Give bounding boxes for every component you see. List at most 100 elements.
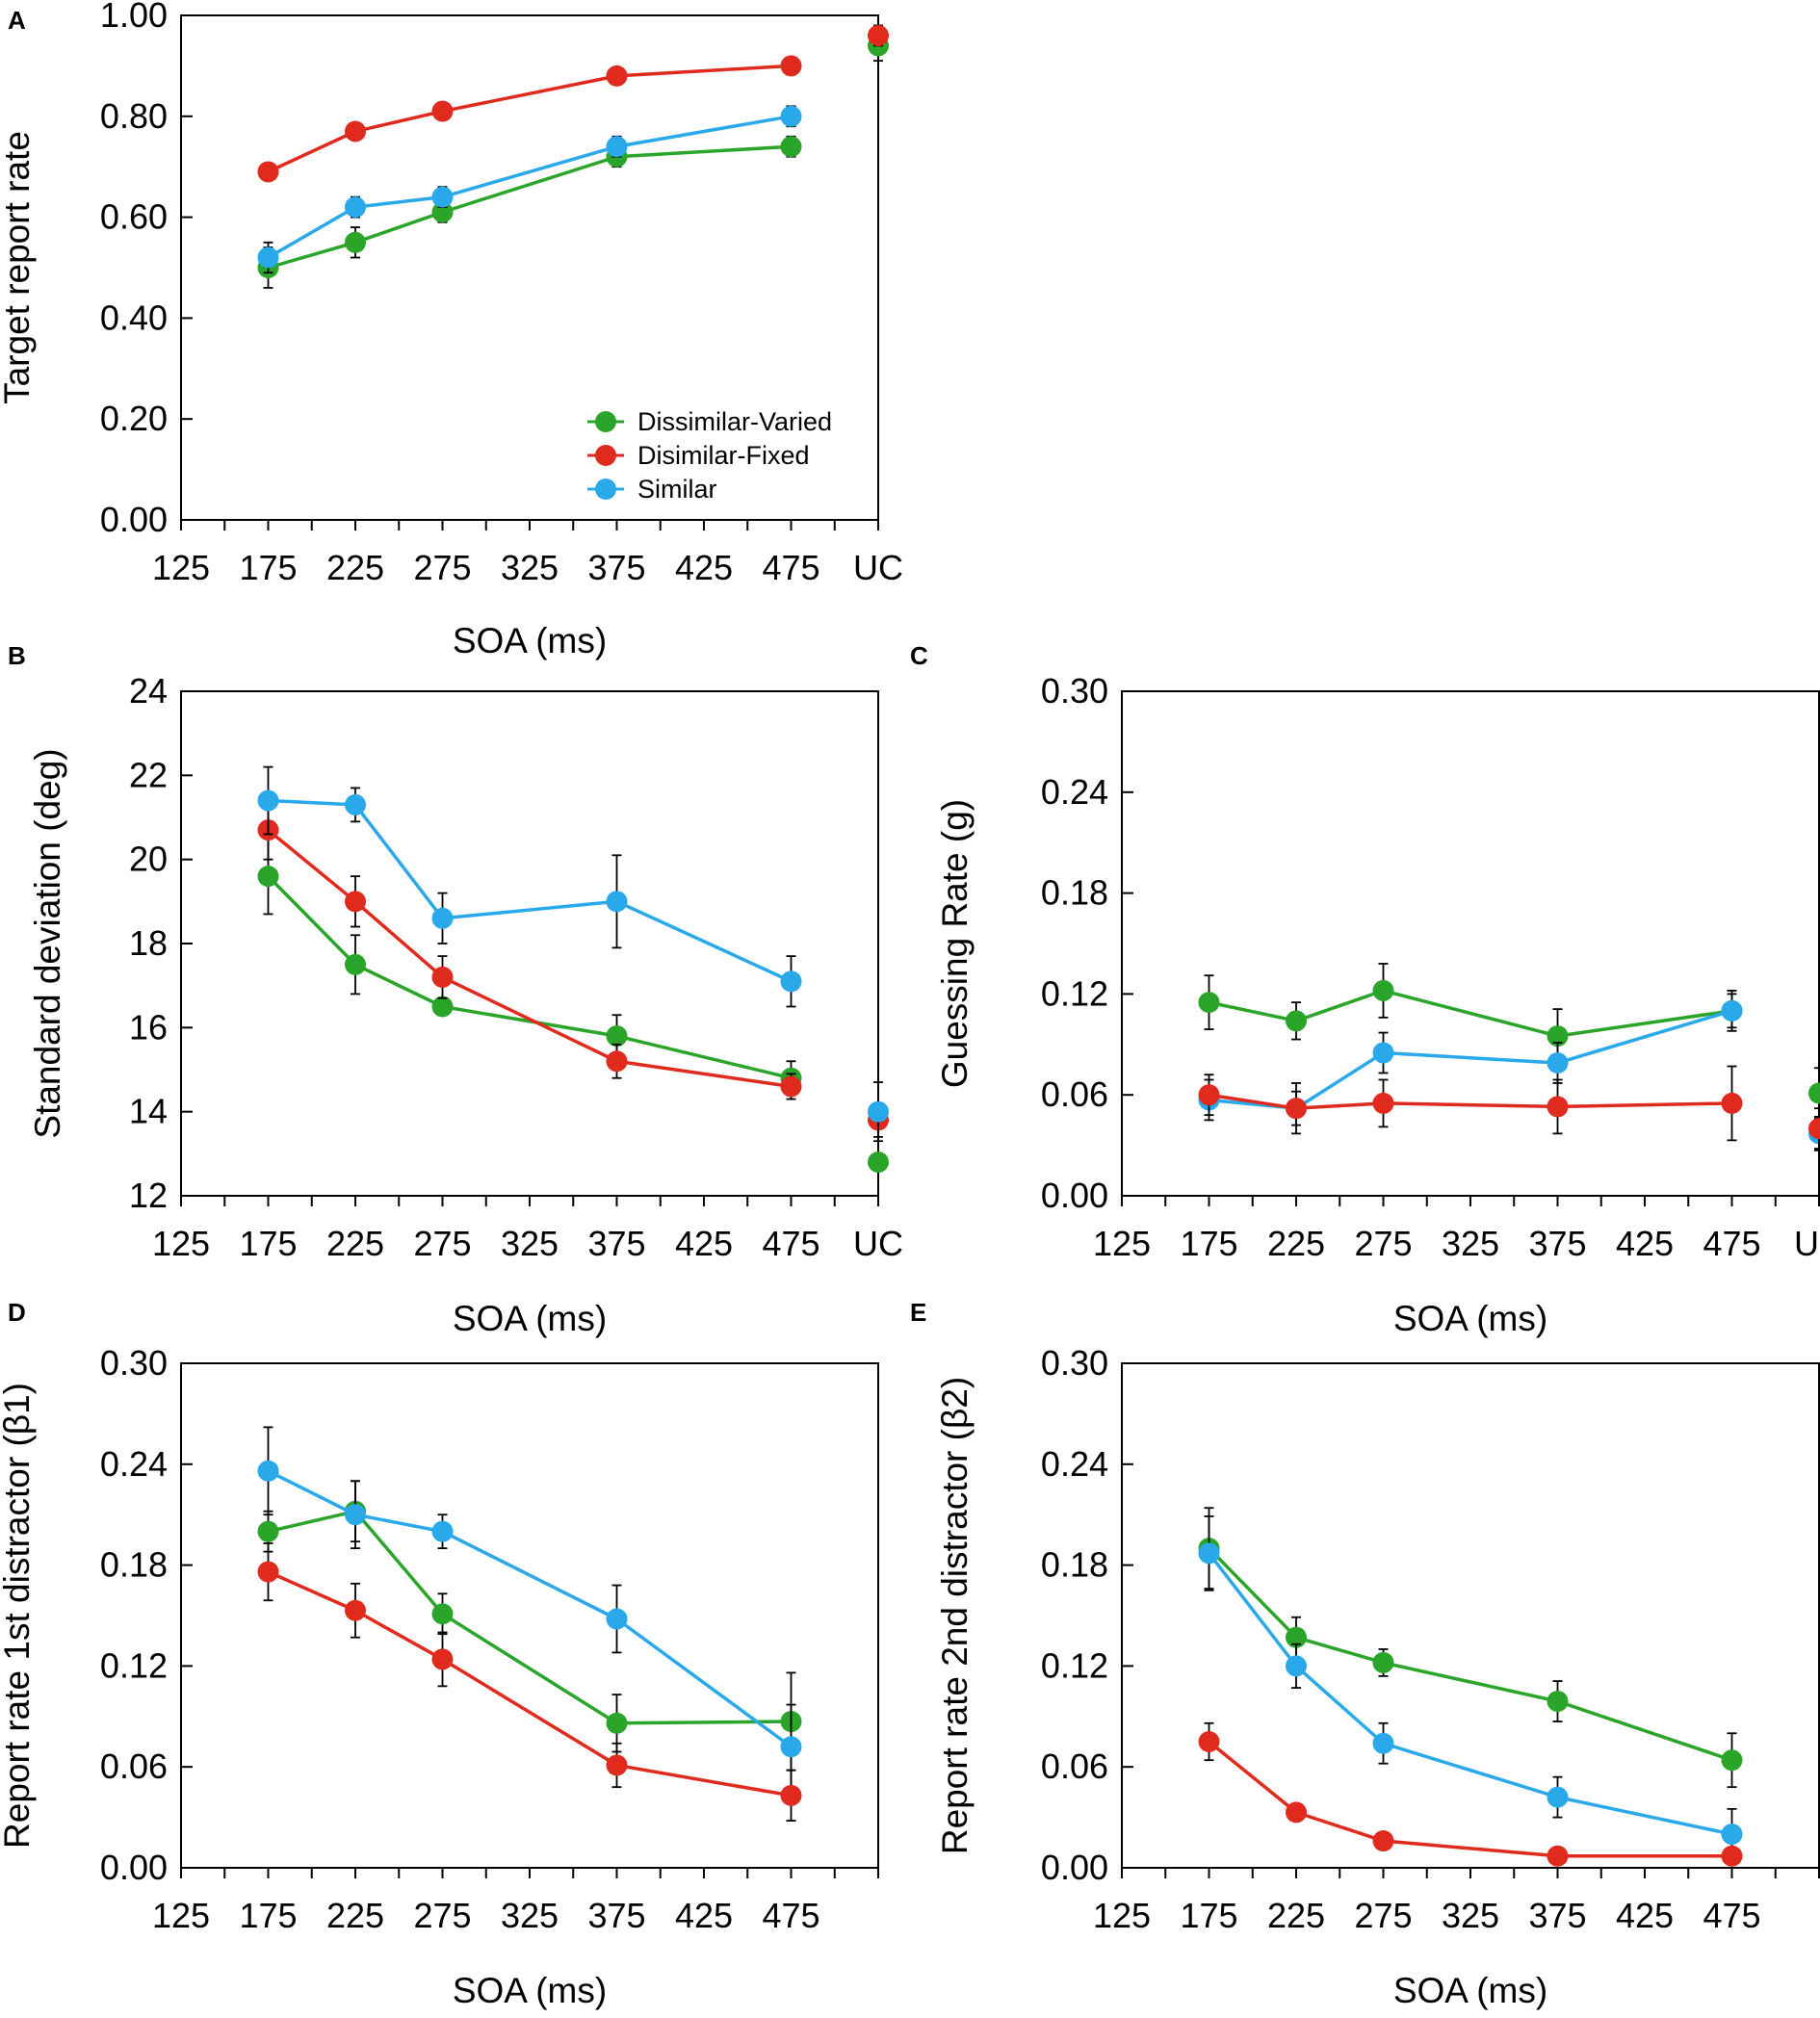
data-point-dissimilar-varied	[606, 1025, 628, 1048]
data-point-similar	[1721, 999, 1743, 1022]
data-point-similar	[1372, 1042, 1394, 1064]
x-tick-label-b: 225	[326, 1224, 384, 1263]
data-point-similar	[257, 789, 279, 812]
x-tick-label-c: 225	[1267, 1224, 1325, 1263]
data-point-disimilar-fixed	[780, 1784, 802, 1806]
data-point-disimilar-fixed	[1547, 1096, 1569, 1118]
x-tick-label-b: 125	[152, 1224, 210, 1263]
data-point-dissimilar-varied	[431, 996, 454, 1018]
series-line-dissimilar-varied	[268, 1509, 792, 1725]
y-tick-label-b: 22	[129, 755, 168, 794]
y-tick-label-a: 0.80	[100, 96, 168, 136]
x-tick-label-a: 225	[326, 548, 384, 587]
data-point-similar	[431, 1520, 454, 1542]
data-point-similar	[345, 793, 366, 815]
data-point-disimilar-fixed	[1286, 1098, 1307, 1120]
x-tick-label-d: 375	[587, 1896, 645, 1935]
x-tick-label-b: 275	[413, 1224, 471, 1263]
series-line-disimilar-fixed	[267, 828, 792, 1089]
x-tick-label-d: 125	[152, 1896, 210, 1935]
data-point-disimilar-fixed	[606, 1050, 628, 1073]
data-point-disimilar-fixed	[257, 1561, 279, 1583]
data-point-disimilar-fixed	[431, 100, 454, 122]
legend: Dissimilar-Varied Disimilar-Fixed Simila…	[587, 407, 832, 504]
data-point-dissimilar-varied	[606, 1712, 628, 1734]
series-line-disimilar-fixed	[1208, 1740, 1732, 1858]
x-tick-label-a: 375	[587, 548, 645, 587]
data-point-similar	[1721, 1824, 1743, 1846]
legend-label-disimilar-fixed: Disimilar-Fixed	[637, 441, 810, 470]
data-point-disimilar-fixed	[1198, 1084, 1220, 1106]
data-point-disimilar-fixed	[431, 1648, 454, 1670]
series-line-similar	[267, 115, 792, 260]
x-tick-label-b: 425	[675, 1224, 733, 1263]
y-tick-label-e: 0.06	[1041, 1746, 1108, 1786]
x-tick-label-a: 325	[501, 548, 559, 587]
y-tick-label-a: 0.40	[100, 298, 168, 337]
data-point-dissimilar-varied	[257, 866, 279, 888]
data-point-similar	[431, 907, 454, 929]
x-tick-label-d: 425	[675, 1896, 733, 1935]
panel-e: E 0.00 0.06 0.12 0.18 0.24 0.30 125 175 225 275 3…	[910, 1298, 1820, 2010]
x-axis-title-b: SOA (ms)	[453, 1299, 607, 1338]
legend-entry-similar: Similar	[587, 475, 717, 504]
data-point-similar	[1286, 1655, 1307, 1677]
uc-point-dissimilar-varied	[868, 1151, 889, 1174]
x-tick-label-c: 175	[1180, 1224, 1237, 1263]
x-tick-label-c: 275	[1354, 1224, 1412, 1263]
data-point-disimilar-fixed	[1721, 1092, 1743, 1114]
y-axis-title-b: Standard deviation (deg)	[28, 748, 67, 1138]
panel-a: A 0.00 0.20 0.40 0.60 0.80 1.00 125 175 225 275 3…	[0, 0, 903, 660]
panel-d: D 0.00 0.06 0.12 0.18 0.24 0.30 125 175 225 275 3…	[0, 1298, 879, 2010]
data-point-disimilar-fixed	[345, 1599, 366, 1621]
uc-point-similar	[868, 1100, 889, 1123]
series-line-disimilar-fixed	[267, 64, 792, 174]
uc-point-disimilar-fixed	[868, 24, 889, 46]
panel-letter-c: C	[910, 641, 928, 670]
data-point-similar	[606, 891, 628, 913]
x-tick-label-c: 475	[1703, 1224, 1760, 1263]
y-tick-label-b: 18	[129, 923, 168, 963]
data-point-disimilar-fixed	[345, 120, 366, 142]
data-point-dissimilar-varied	[1198, 992, 1220, 1014]
x-tick-label-a: 475	[762, 548, 819, 587]
x-tick-label-e: 425	[1616, 1896, 1674, 1935]
y-tick-label-d: 0.00	[100, 1848, 168, 1887]
y-tick-label-e: 0.00	[1041, 1848, 1108, 1887]
data-point-dissimilar-varied	[431, 1603, 454, 1625]
x-tick-label-e: 125	[1093, 1896, 1151, 1935]
y-tick-label-c: 0.00	[1041, 1176, 1108, 1215]
y-tick-label-a: 1.00	[100, 0, 168, 35]
y-tick-label-c: 0.06	[1041, 1074, 1108, 1114]
data-point-dissimilar-varied	[345, 231, 366, 253]
x-tick-label-a: 275	[413, 548, 471, 587]
panel-letter-e: E	[910, 1298, 926, 1327]
panel-letter-a: A	[8, 6, 26, 35]
data-point-dissimilar-varied	[1372, 979, 1394, 1001]
x-axis-title-a: SOA (ms)	[453, 621, 607, 660]
y-tick-label-a: 0.20	[100, 399, 168, 438]
y-tick-label-c: 0.12	[1041, 973, 1108, 1013]
data-point-similar	[1198, 1542, 1220, 1565]
data-point-disimilar-fixed	[1372, 1830, 1394, 1852]
legend-label-similar: Similar	[637, 475, 717, 504]
series-line-similar	[1208, 1552, 1732, 1836]
legend-entry-disimilar-fixed: Disimilar-Fixed	[587, 441, 810, 470]
data-point-similar	[345, 196, 366, 219]
y-axis-title-a: Target report rate	[0, 131, 37, 404]
data-point-dissimilar-varied	[1286, 1626, 1307, 1648]
x-tick-label-b: 375	[587, 1224, 645, 1263]
data-point-dissimilar-varied	[1286, 1010, 1307, 1032]
y-tick-label-d: 0.12	[100, 1645, 168, 1685]
y-tick-label-b: 24	[129, 671, 168, 711]
y-tick-label-b: 12	[129, 1176, 168, 1215]
data-point-similar	[257, 1460, 279, 1482]
x-tick-label-e: 375	[1528, 1896, 1586, 1935]
x-tick-label-d: 325	[501, 1896, 559, 1935]
x-tick-label-a: UC	[853, 548, 903, 587]
data-point-disimilar-fixed	[1198, 1731, 1220, 1752]
data-point-disimilar-fixed	[1372, 1092, 1394, 1114]
data-point-similar	[780, 105, 802, 127]
x-tick-label-c: UC	[1794, 1224, 1820, 1263]
data-point-similar	[431, 186, 454, 208]
